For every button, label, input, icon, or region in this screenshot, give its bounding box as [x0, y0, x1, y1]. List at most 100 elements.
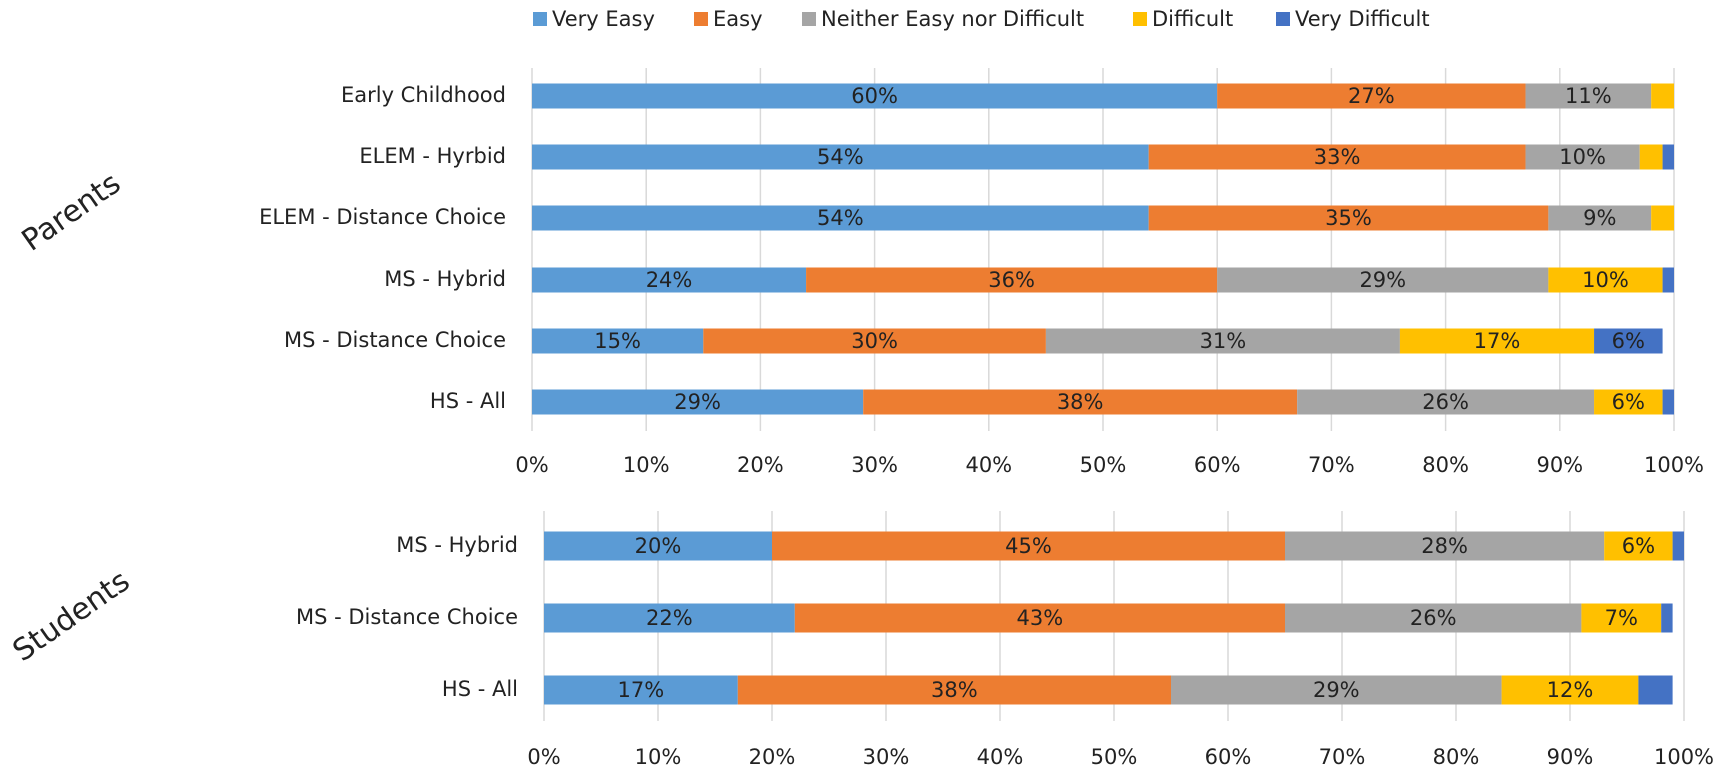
bar-segment — [737, 675, 1171, 705]
x-tick-label: 70% — [1308, 453, 1355, 477]
bar-segment — [1662, 144, 1674, 170]
x-tick-label: 50% — [1091, 745, 1138, 769]
legend-swatch — [694, 12, 708, 26]
data-label: 6% — [1612, 390, 1645, 414]
group-label: Students — [7, 563, 137, 668]
x-tick-label: 30% — [863, 745, 910, 769]
data-label: 28% — [1421, 534, 1468, 558]
x-tick-label: 60% — [1194, 453, 1241, 477]
x-tick-label: 10% — [635, 745, 682, 769]
bar-segment — [1148, 205, 1549, 231]
bar-segment — [532, 267, 807, 293]
data-label: 10% — [1582, 268, 1629, 292]
bar-segment — [544, 603, 795, 633]
data-label: 33% — [1314, 145, 1361, 169]
bar-segment — [1501, 675, 1639, 705]
bar-segment — [1594, 389, 1663, 415]
category-label: MS - Hybrid — [396, 533, 518, 557]
bar-segment — [1148, 144, 1526, 170]
bar-segment — [1171, 675, 1502, 705]
data-label: 6% — [1612, 329, 1645, 353]
bar-segment — [1672, 531, 1684, 561]
x-tick-label: 90% — [1536, 453, 1583, 477]
bar-segment — [1045, 328, 1400, 354]
bar-segment — [1217, 83, 1526, 109]
bar-segment — [1638, 675, 1673, 705]
bar-segment — [532, 144, 1149, 170]
legend-label: Very Easy — [552, 7, 655, 31]
bar-segment — [1661, 603, 1673, 633]
bar-segment — [1581, 603, 1662, 633]
x-tick-label: 80% — [1422, 453, 1469, 477]
data-label: 26% — [1422, 390, 1469, 414]
x-tick-label: 100% — [1654, 745, 1714, 769]
x-tick-label: 30% — [851, 453, 898, 477]
bar-segment — [1651, 83, 1674, 109]
x-tick-label: 20% — [749, 745, 796, 769]
data-label: 43% — [1017, 606, 1064, 630]
x-tick-label: 60% — [1205, 745, 1252, 769]
bar-segment — [703, 328, 1046, 354]
bar-segment — [532, 205, 1149, 231]
group-label: Parents — [16, 166, 128, 259]
bar-segment — [532, 389, 864, 415]
x-tick-label: 20% — [737, 453, 784, 477]
bar-segment — [1548, 205, 1652, 231]
bar-segment — [544, 675, 738, 705]
bar-segment — [806, 267, 1218, 293]
x-tick-label: 40% — [965, 453, 1012, 477]
category-label: Early Childhood — [341, 83, 506, 107]
bar-segment — [1662, 389, 1674, 415]
bar-segment — [1548, 267, 1663, 293]
bar-segment — [1662, 267, 1674, 293]
data-label: 54% — [817, 206, 864, 230]
bar-segment — [1604, 531, 1673, 561]
bars — [532, 83, 1674, 415]
bar-segment — [772, 531, 1285, 561]
data-label: 36% — [988, 268, 1035, 292]
data-label: 12% — [1547, 678, 1594, 702]
data-label: 6% — [1622, 534, 1655, 558]
legend-swatch — [1133, 12, 1147, 26]
bar-segment — [1399, 328, 1595, 354]
category-label: ELEM - Distance Choice — [259, 205, 506, 229]
data-label: 24% — [646, 268, 693, 292]
bar-segment — [1525, 144, 1640, 170]
legend-label: Difficult — [1152, 7, 1233, 31]
bar-segment — [1285, 603, 1582, 633]
data-label: 29% — [1313, 678, 1360, 702]
x-tick-label: 50% — [1080, 453, 1127, 477]
x-tick-label: 70% — [1319, 745, 1366, 769]
data-label: 38% — [931, 678, 978, 702]
data-label: 30% — [851, 329, 898, 353]
data-label: 27% — [1348, 84, 1395, 108]
category-label: ELEM - Hyrbid — [359, 144, 506, 168]
legend-swatch — [533, 12, 547, 26]
category-label: HS - All — [430, 389, 506, 413]
bar-segment — [1285, 531, 1605, 561]
data-label: 20% — [635, 534, 682, 558]
x-tick-label: 40% — [977, 745, 1024, 769]
bar-segment — [544, 531, 772, 561]
bar-segment — [1217, 267, 1549, 293]
category-label: MS - Hybrid — [384, 267, 506, 291]
legend-label: Easy — [713, 7, 763, 31]
bar-segment — [1594, 328, 1663, 354]
data-label: 22% — [646, 606, 693, 630]
bar-segment — [1651, 205, 1674, 231]
data-label: 26% — [1410, 606, 1457, 630]
bar-segment — [1297, 389, 1595, 415]
data-label: 10% — [1559, 145, 1606, 169]
bar-segment — [532, 83, 1218, 109]
category-label: HS - All — [442, 677, 518, 701]
x-tick-label: 100% — [1644, 453, 1704, 477]
legend-label: Very Difficult — [1295, 7, 1430, 31]
data-label: 38% — [1057, 390, 1104, 414]
bar-segment — [863, 389, 1298, 415]
legend-swatch — [1276, 12, 1290, 26]
x-tick-label: 90% — [1547, 745, 1594, 769]
data-label: 29% — [674, 390, 721, 414]
legend-swatch — [802, 12, 816, 26]
data-label: 15% — [594, 329, 641, 353]
